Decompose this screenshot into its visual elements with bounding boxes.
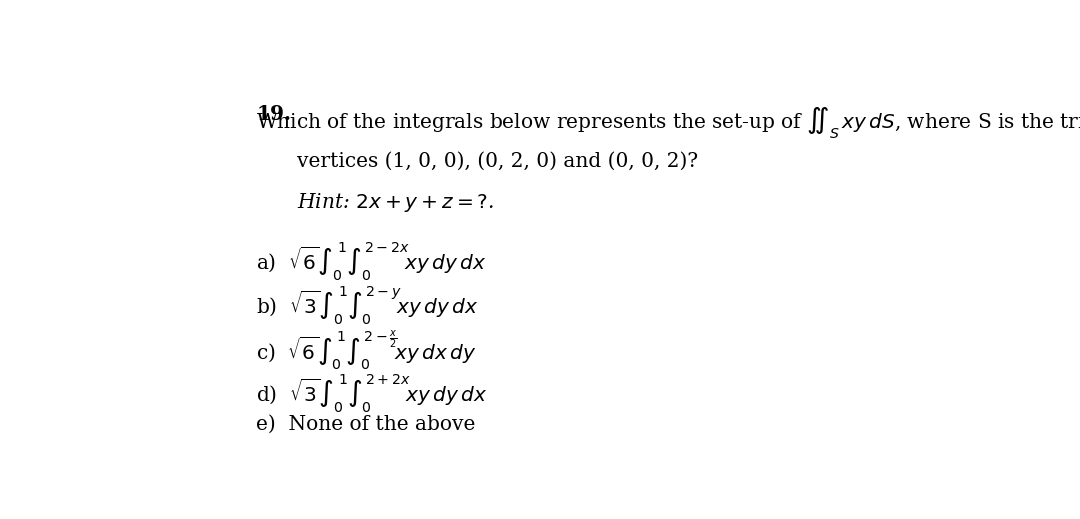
Text: c)  $\sqrt{6}\int_0^{\,1}\int_0^{2-\frac{x}{2}}\! xy\,dx\,dy$: c) $\sqrt{6}\int_0^{\,1}\int_0^{2-\frac{…	[256, 329, 476, 373]
Text: b)  $\sqrt{3}\int_0^{\,1}\int_0^{2-y}\! xy\,dy\,dx$: b) $\sqrt{3}\int_0^{\,1}\int_0^{2-y}\! x…	[256, 285, 478, 327]
Text: e)  None of the above: e) None of the above	[256, 415, 475, 434]
Text: a)  $\sqrt{6}\int_0^{\,1}\int_0^{2-2x}\! xy\,dy\,dx$: a) $\sqrt{6}\int_0^{\,1}\int_0^{2-2x}\! …	[256, 241, 487, 283]
Text: vertices (1, 0, 0), (0, 2, 0) and (0, 0, 2)?: vertices (1, 0, 0), (0, 2, 0) and (0, 0,…	[297, 152, 698, 171]
Text: d)  $\sqrt{3}\int_0^{\,1}\int_0^{2+2x}\! xy\,dy\,dx$: d) $\sqrt{3}\int_0^{\,1}\int_0^{2+2x}\! …	[256, 373, 487, 415]
Text: Which of the integrals below represents the set-up of $\iint_S\, xy\, dS$, where: Which of the integrals below represents …	[256, 104, 1080, 141]
Text: Hint: $2x + y + z =?$.: Hint: $2x + y + z =?$.	[297, 191, 494, 214]
Text: 19.: 19.	[256, 104, 292, 124]
